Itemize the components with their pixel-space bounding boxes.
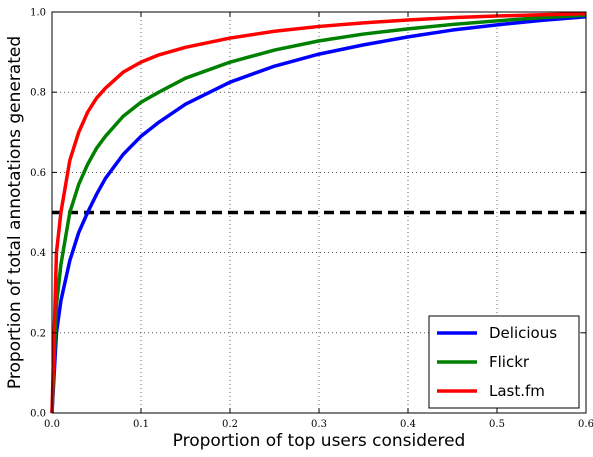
x-tick-label: 0.0 <box>44 419 60 430</box>
y-tick-label: 0.6 <box>30 168 46 179</box>
series-line-flickr <box>50 13 587 414</box>
legend: Delicious Flickr Last.fm <box>428 315 580 409</box>
series-group <box>50 11 587 414</box>
x-tick-label: 0.2 <box>222 419 238 430</box>
legend-label: Last.fm <box>489 382 545 400</box>
legend-label: Delicious <box>489 324 557 342</box>
x-tick-label: 0.1 <box>133 419 149 430</box>
y-tick-label: 0.2 <box>30 328 46 339</box>
y-tick-label: 0.0 <box>30 409 46 420</box>
y-axis-label: Proportion of total annotations generate… <box>5 36 25 389</box>
series-line-last-fm <box>50 11 587 414</box>
y-tick-label: 1.0 <box>30 8 46 19</box>
ticks: 0.0 0.1 0.2 0.3 0.4 0.5 0.6 0.0 0.2 0.4 0.6 0.8 1.0 <box>30 8 593 431</box>
x-tick-label: 0.6 <box>578 419 593 430</box>
x-tick-label: 0.4 <box>400 419 416 430</box>
x-tick-label: 0.5 <box>489 419 505 430</box>
series-line-delicious <box>50 15 587 414</box>
x-axis-label: Proportion of top users considered <box>173 431 466 451</box>
legend-label: Flickr <box>489 353 530 371</box>
y-tick-label: 0.4 <box>30 248 46 259</box>
x-tick-label: 0.3 <box>311 419 327 430</box>
y-tick-label: 0.8 <box>30 88 46 99</box>
